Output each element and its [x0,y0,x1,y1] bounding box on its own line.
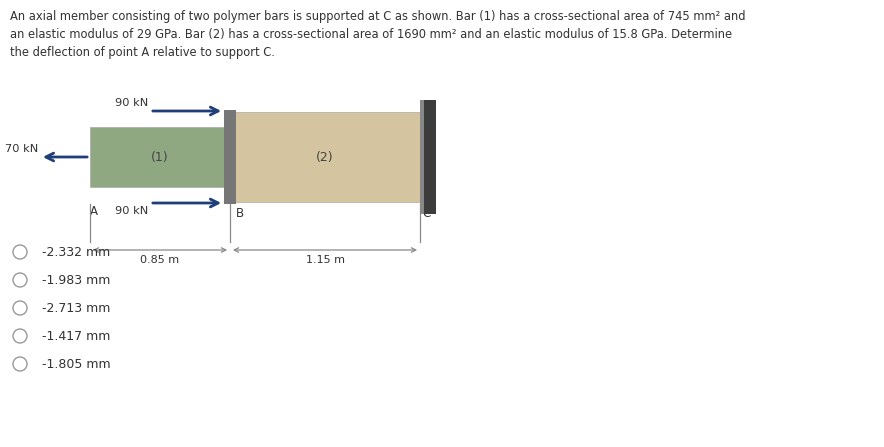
Text: 0.85 m: 0.85 m [141,255,179,265]
Text: C: C [422,207,431,220]
Text: -1.983 mm: -1.983 mm [42,274,110,287]
Text: An axial member consisting of two polymer bars is supported at C as shown. Bar (: An axial member consisting of two polyme… [10,10,745,59]
Text: B: B [236,207,244,220]
Bar [420,100,436,214]
Bar [90,127,230,187]
Text: (1): (1) [151,151,169,164]
Text: A: A [90,205,98,218]
Text: 90 kN: 90 kN [115,206,148,216]
Bar [230,112,420,202]
Text: 1.15 m: 1.15 m [306,255,345,265]
Text: -2.713 mm: -2.713 mm [42,301,110,315]
Text: -1.805 mm: -1.805 mm [42,358,110,371]
Bar [420,100,424,214]
Text: 90 kN: 90 kN [115,98,148,108]
Text: -2.332 mm: -2.332 mm [42,245,110,258]
Text: 70 kN: 70 kN [4,144,38,154]
Text: -1.417 mm: -1.417 mm [42,329,110,342]
Bar [224,110,236,204]
Text: (2): (2) [316,151,334,164]
